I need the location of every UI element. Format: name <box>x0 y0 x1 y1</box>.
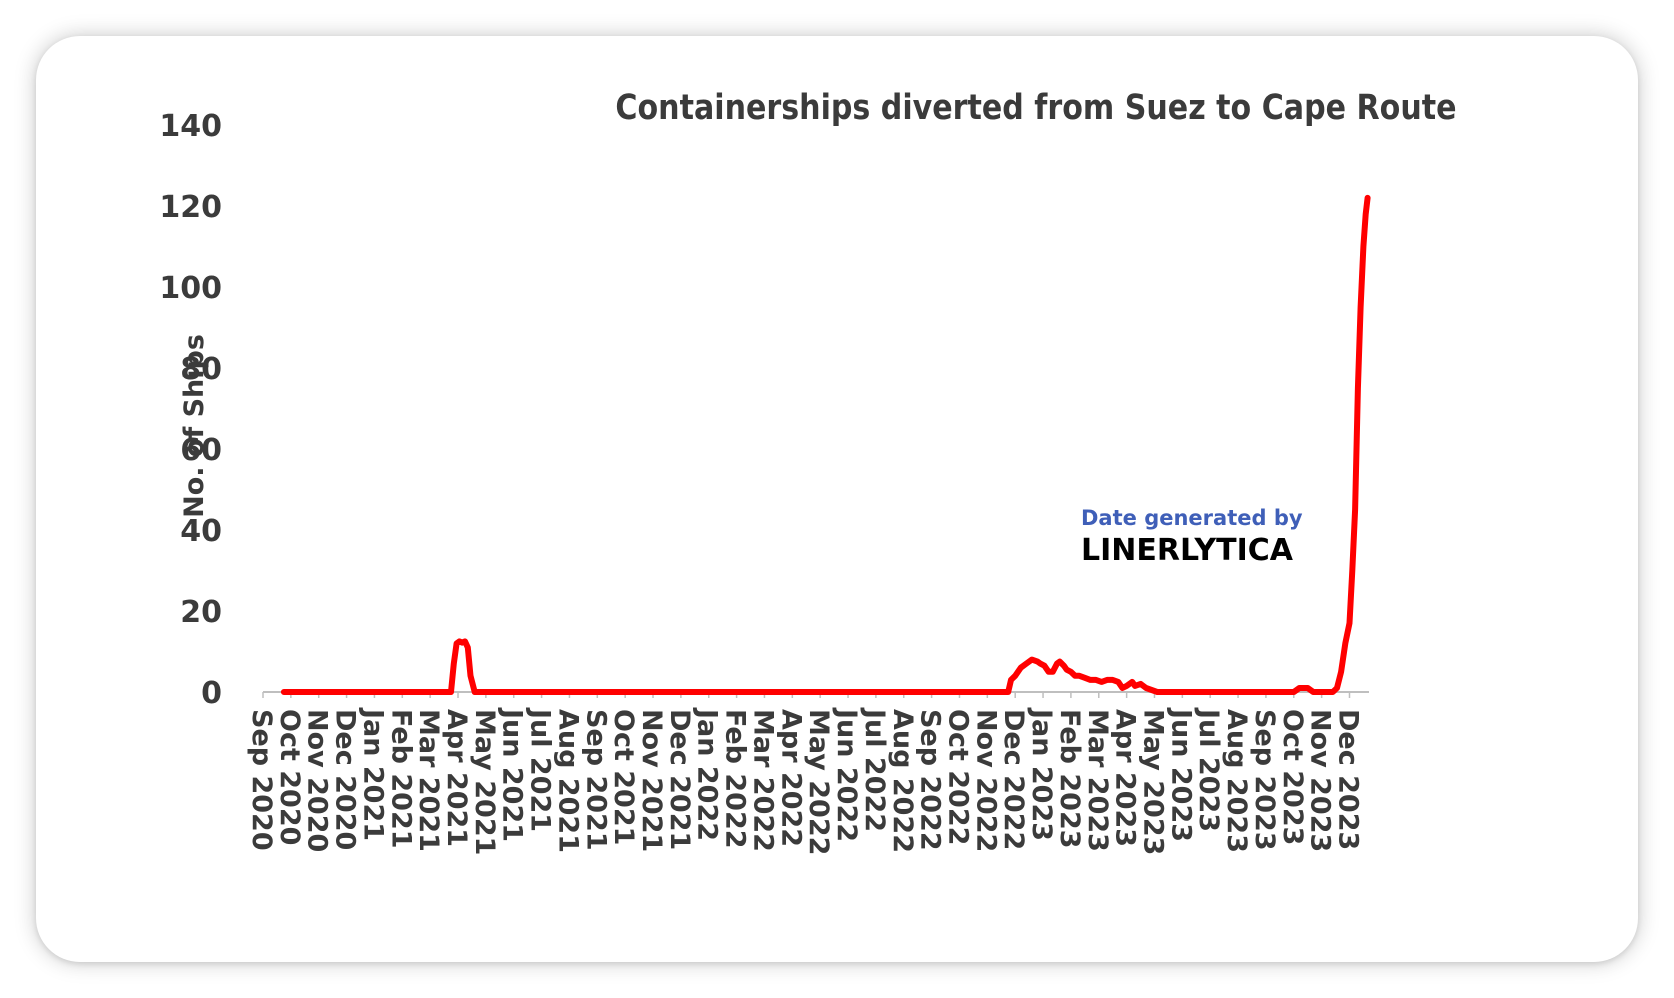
x-tick-label: Oct 2023 <box>1277 709 1308 845</box>
x-tick-label: Aug 2023 <box>1221 709 1252 853</box>
y-axis-ticks: 0 20 40 60 80 100 120 140 <box>159 109 222 711</box>
x-tick-label: Nov 2022 <box>970 709 1001 852</box>
series-line-no-of-ships <box>280 194 1371 695</box>
x-tick-label: Feb 2022 <box>720 709 751 849</box>
x-tick-label: Dec 2020 <box>330 709 361 850</box>
y-tick-label: 40 <box>180 514 222 549</box>
x-tick-label: Sep 2020 <box>246 709 277 851</box>
x-tick-label: Jun 2022 <box>831 707 862 842</box>
x-tick-label: Jun 2021 <box>497 707 528 842</box>
x-tick-label: Nov 2023 <box>1305 709 1336 852</box>
x-tick-label: Jun 2023 <box>1165 707 1196 842</box>
x-tick-label: Dec 2022 <box>998 709 1029 850</box>
y-tick-label: 60 <box>180 433 222 468</box>
x-tick-label: Oct 2022 <box>942 709 973 845</box>
line-chart: Containerships diverted from Suez to Cap… <box>159 87 1456 856</box>
x-tick-label: Apr 2023 <box>1110 709 1141 847</box>
x-tick-label: Jul 2023 <box>1193 707 1224 832</box>
x-tick-label: Sep 2023 <box>1249 709 1280 851</box>
y-tick-label: 140 <box>159 109 222 144</box>
annotation-source-label: Date generated by <box>1081 506 1303 530</box>
y-tick-label: 20 <box>180 595 222 630</box>
y-tick-label: 120 <box>159 190 222 225</box>
x-tick-label: May 2022 <box>803 709 834 855</box>
x-tick-label: Feb 2023 <box>1054 709 1085 849</box>
x-tick-label: Jul 2021 <box>525 707 556 832</box>
x-tick-label: Feb 2021 <box>385 709 416 849</box>
x-tick-label: Dec 2023 <box>1332 709 1363 850</box>
x-tick-label: May 2023 <box>1137 709 1168 855</box>
x-tick-label: Mar 2021 <box>413 709 444 852</box>
x-tick-label: Nov 2020 <box>302 709 333 852</box>
x-tick-label: Mar 2022 <box>747 709 778 852</box>
x-tick-label: Oct 2021 <box>608 709 639 845</box>
x-tick-label: Sep 2022 <box>915 709 946 851</box>
x-tick-label: Aug 2021 <box>552 709 583 853</box>
x-tick-label: Dec 2021 <box>664 709 695 850</box>
x-tick-label: Jul 2022 <box>859 707 890 832</box>
y-tick-label: 80 <box>180 352 222 387</box>
x-tick-label: Oct 2020 <box>274 709 305 845</box>
x-tick-label: Sep 2021 <box>580 709 611 851</box>
y-tick-label: 0 <box>201 676 222 711</box>
x-tick-label: Nov 2021 <box>636 709 667 852</box>
x-tick-label: Apr 2021 <box>441 709 472 847</box>
x-tick-label: Jan 2023 <box>1026 707 1057 841</box>
x-tick-label: Jan 2022 <box>692 707 723 841</box>
x-tick-label: Aug 2022 <box>887 709 918 853</box>
chart-card: Containerships diverted from Suez to Cap… <box>36 36 1638 962</box>
x-tick-label: Jan 2021 <box>357 707 388 841</box>
x-tick-label: Apr 2022 <box>775 709 806 847</box>
annotation-brand-name: LINERLYTICA <box>1081 533 1294 568</box>
x-tick-label: Mar 2023 <box>1082 709 1113 852</box>
chart-title: Containerships diverted from Suez to Cap… <box>615 87 1456 128</box>
x-tick-label: May 2021 <box>469 709 500 855</box>
y-tick-label: 100 <box>159 271 222 306</box>
y-axis-label: No. of Ships <box>179 334 210 518</box>
